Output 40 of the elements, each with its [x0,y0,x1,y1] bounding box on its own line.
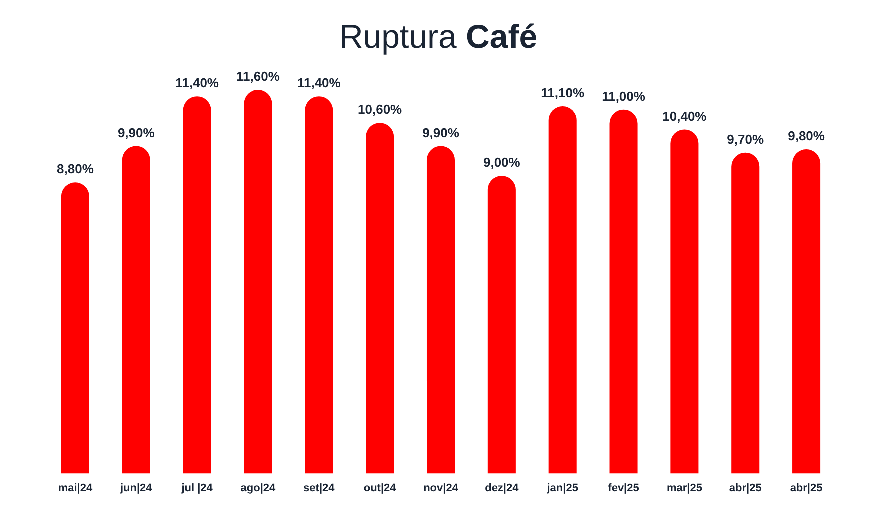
x-tick-label: fev|25 [608,482,640,494]
data-label: 11,00% [602,88,646,104]
data-label: 9,80% [788,128,826,144]
data-label: 9,90% [422,125,460,140]
data-label: 10,60% [358,102,403,118]
x-tick-label: dez|24 [485,482,520,494]
bar [488,176,516,474]
x-tick-label: set|24 [304,482,336,494]
x-tick-label: mai|24 [58,482,94,494]
bar [548,106,577,474]
data-label: 9,00% [483,155,521,170]
bar [732,152,760,474]
chart-title: Ruptura Café [338,17,539,57]
x-tick-label: out|24 [364,482,398,494]
bar [183,96,212,474]
bar [244,90,272,474]
data-label: 11,40% [176,76,220,91]
data-label: 11,40% [297,76,342,91]
bar [792,150,821,474]
bar [366,123,394,474]
x-tick-label: mar|25 [666,482,702,494]
x-tick-label: abr|25 [729,482,762,494]
bar [305,96,334,474]
data-label: 9,90% [118,125,156,140]
x-tick-label: jun|24 [119,482,154,494]
x-tick-label: jan|25 [546,482,578,494]
x-tick-label: jul |24 [180,482,214,494]
bar [426,146,456,474]
data-label: 10,40% [662,108,708,124]
bar [122,146,150,474]
bar [670,130,699,474]
x-tick-label: abr|25 [790,482,823,494]
data-label: 11,10% [541,86,585,101]
x-tick-label: nov|24 [424,482,460,494]
bar [61,182,90,474]
data-label: 11,60% [236,69,280,84]
bar [610,110,638,474]
data-label: 8,80% [57,162,94,177]
x-tick-label: ago|24 [240,482,277,494]
data-label: 9,70% [727,132,764,147]
